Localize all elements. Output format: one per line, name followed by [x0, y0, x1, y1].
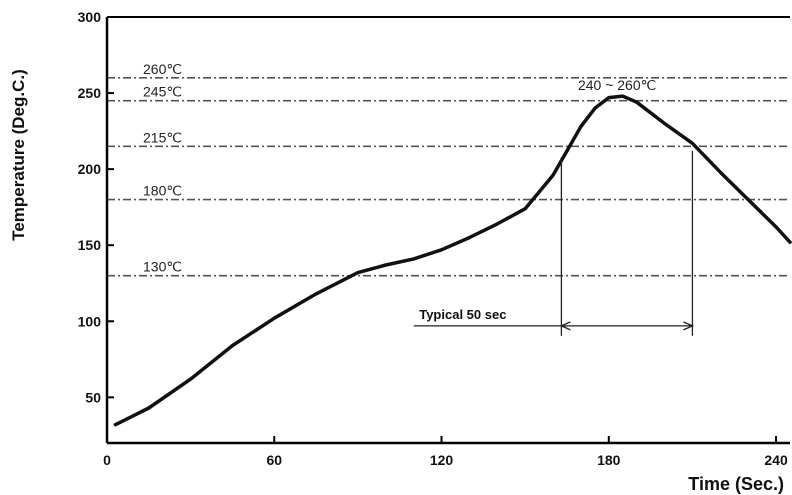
- data-point: [273, 317, 276, 320]
- y-tick-label: 300: [78, 9, 102, 25]
- y-tick-label: 100: [78, 313, 102, 329]
- y-tick-label: 150: [78, 237, 102, 253]
- data-point: [552, 174, 554, 177]
- data-point: [566, 150, 568, 152]
- x-tick-label: 240: [764, 452, 788, 468]
- data-point: [635, 101, 638, 103]
- reference-label-180: 180℃: [143, 183, 182, 199]
- data-point: [231, 344, 234, 347]
- axis-ticks: 50 100 150 200 250 300 0 60 120 180 240: [78, 9, 788, 468]
- reference-label-245: 245℃: [143, 84, 182, 100]
- data-point: [114, 423, 117, 426]
- plot-frame: [105, 16, 790, 445]
- x-tick-label: 60: [266, 452, 282, 468]
- data-point: [747, 198, 749, 201]
- data-point: [468, 236, 471, 239]
- y-tick-label: 250: [78, 85, 102, 101]
- y-tick-label: 200: [78, 161, 102, 177]
- data-point: [412, 258, 415, 260]
- data-point: [189, 378, 192, 380]
- data-point: [440, 248, 443, 251]
- reference-label-130: 130℃: [143, 259, 182, 275]
- data-point: [580, 125, 582, 128]
- data-point: [775, 226, 777, 228]
- y-tick-label: 50: [85, 389, 101, 405]
- data-point: [315, 293, 317, 295]
- data-point: [496, 223, 499, 225]
- data-point: [663, 122, 666, 125]
- temperature-profile-line: [113, 94, 792, 427]
- peak-range-label: 240 ~ 260℃: [578, 77, 656, 93]
- x-tick-label: 180: [597, 452, 621, 468]
- data-point: [357, 271, 359, 274]
- data-point: [607, 96, 610, 99]
- data-point: [384, 264, 387, 266]
- data-point: [789, 241, 791, 243]
- typical-window-label: Typical 50 sec: [419, 307, 506, 322]
- series-layer: [113, 94, 792, 427]
- data-point: [594, 107, 596, 110]
- data-point: [621, 95, 624, 97]
- annotations: 240 ~ 260℃ Typical 50 sec: [413, 77, 695, 336]
- arrow-right-head: [683, 321, 695, 331]
- data-point: [524, 207, 526, 210]
- y-axis-label: Temperature (Deg.C.): [9, 69, 28, 241]
- reference-lines: 260℃ 245℃ 215℃ 180℃ 130℃: [107, 61, 790, 277]
- data-point: [148, 407, 150, 409]
- reference-label-215: 215℃: [143, 129, 182, 145]
- data-point: [691, 142, 694, 145]
- reference-label-260: 260℃: [143, 61, 182, 77]
- x-axis-label: Time (Sec.): [688, 474, 784, 494]
- arrow-left-head: [559, 321, 571, 331]
- x-tick-label: 120: [430, 452, 454, 468]
- data-point: [719, 171, 722, 173]
- x-tick-label: 0: [103, 452, 111, 468]
